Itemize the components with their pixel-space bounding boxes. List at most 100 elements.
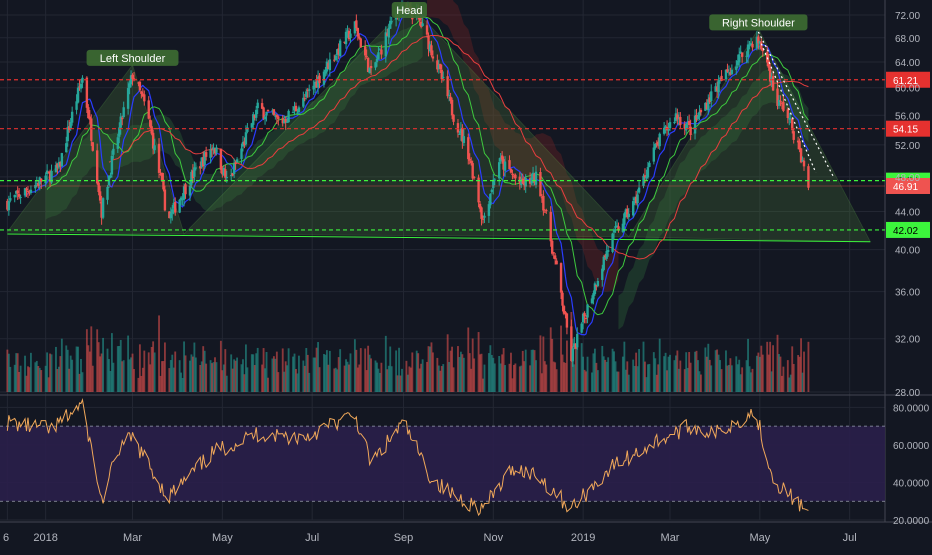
candle-body bbox=[390, 21, 393, 23]
candle-body bbox=[749, 43, 753, 46]
volume-bar bbox=[549, 327, 552, 392]
volume-bar bbox=[358, 364, 361, 392]
volume-bar bbox=[66, 349, 69, 392]
volume-bar bbox=[189, 360, 191, 392]
volume-bar bbox=[308, 372, 311, 392]
volume-bar bbox=[122, 360, 125, 392]
candle-body bbox=[521, 178, 524, 184]
volume-bar bbox=[415, 350, 418, 392]
candle-body bbox=[106, 187, 109, 200]
candle-body bbox=[746, 44, 750, 57]
volume-bar bbox=[49, 353, 51, 392]
candle-body bbox=[143, 94, 146, 102]
candle-body bbox=[190, 171, 193, 185]
candle-body bbox=[726, 69, 729, 72]
candle-body bbox=[263, 116, 267, 120]
candle-body bbox=[788, 118, 791, 120]
volume-bar bbox=[420, 363, 423, 392]
candle-body bbox=[791, 118, 794, 130]
candle-body bbox=[520, 178, 523, 186]
candle-body bbox=[129, 75, 133, 85]
candle-body bbox=[565, 313, 569, 328]
volume-bar bbox=[542, 336, 545, 392]
candle-body bbox=[256, 102, 259, 109]
candle-body bbox=[634, 196, 638, 204]
volume-bar bbox=[162, 361, 165, 392]
volume-bar bbox=[409, 367, 412, 392]
candle-body bbox=[668, 122, 672, 129]
volume-bar bbox=[770, 371, 773, 392]
y-tick-label: 32.00 bbox=[895, 335, 920, 346]
volume-bar bbox=[25, 375, 28, 392]
osc-tick-label: 60.0000 bbox=[893, 441, 930, 452]
x-tick-label: Nov bbox=[484, 532, 504, 544]
candle-body bbox=[552, 252, 555, 254]
volume-bar bbox=[471, 338, 474, 392]
volume-bar bbox=[645, 377, 648, 392]
candle-body bbox=[573, 343, 576, 347]
volume-bar bbox=[738, 359, 741, 392]
candle-body bbox=[493, 179, 496, 181]
candle-body bbox=[355, 20, 358, 29]
volume-bar bbox=[401, 368, 403, 392]
volume-bar bbox=[128, 359, 131, 392]
candle-body bbox=[687, 121, 691, 126]
candle-body bbox=[240, 148, 243, 159]
volume-bar bbox=[158, 315, 160, 392]
candle-body bbox=[194, 167, 198, 169]
pattern-annotations: Left Shoulder Head Right Shoulder bbox=[86, 2, 808, 66]
volume-bar bbox=[532, 349, 534, 392]
candle-body bbox=[470, 160, 473, 164]
volume-bar bbox=[346, 361, 349, 392]
volume-bar bbox=[9, 366, 12, 392]
candle-body bbox=[277, 116, 280, 120]
candle-body bbox=[328, 59, 332, 71]
volume-bar bbox=[305, 348, 308, 392]
volume-bar bbox=[772, 345, 775, 392]
volume-bar bbox=[677, 368, 680, 392]
volume-bar bbox=[110, 333, 113, 392]
volume-bar bbox=[642, 341, 645, 392]
volume-bar bbox=[390, 366, 393, 392]
candle-body bbox=[590, 298, 594, 304]
candle-body bbox=[801, 159, 804, 162]
volume-bar bbox=[246, 367, 249, 392]
volume-bar bbox=[396, 375, 399, 392]
volume-bar bbox=[539, 335, 542, 392]
volume-bar bbox=[604, 359, 607, 392]
candle-body bbox=[153, 145, 156, 151]
volume-bar bbox=[37, 365, 40, 392]
candle-body bbox=[798, 141, 801, 150]
candle-body bbox=[76, 87, 80, 103]
candle-body bbox=[545, 210, 548, 212]
volume-bar bbox=[250, 354, 253, 392]
volume-bar bbox=[707, 343, 710, 392]
volume-bar bbox=[627, 374, 630, 392]
volume-bar bbox=[234, 360, 237, 392]
volume-bar bbox=[758, 356, 761, 392]
volume-bar bbox=[686, 367, 689, 392]
volume-bar bbox=[242, 359, 244, 392]
candle-body bbox=[78, 86, 81, 88]
candle-body bbox=[596, 280, 600, 286]
candle-body bbox=[757, 36, 760, 44]
candle-body bbox=[642, 175, 645, 186]
volume-bar bbox=[632, 359, 635, 392]
candle-body bbox=[91, 142, 94, 151]
x-tick-label: Mar bbox=[123, 532, 142, 544]
volume-bar bbox=[745, 360, 748, 392]
volume-bar bbox=[130, 357, 132, 392]
volume-bar bbox=[499, 363, 502, 392]
candle-body bbox=[325, 61, 329, 72]
volume-bar bbox=[243, 374, 246, 392]
candle-body bbox=[745, 55, 748, 57]
candle-body bbox=[570, 326, 573, 361]
candle-body bbox=[583, 313, 586, 317]
candle-body bbox=[128, 83, 131, 88]
candle-body bbox=[302, 97, 305, 107]
candle-body bbox=[807, 166, 810, 188]
volume-bar bbox=[708, 359, 711, 392]
